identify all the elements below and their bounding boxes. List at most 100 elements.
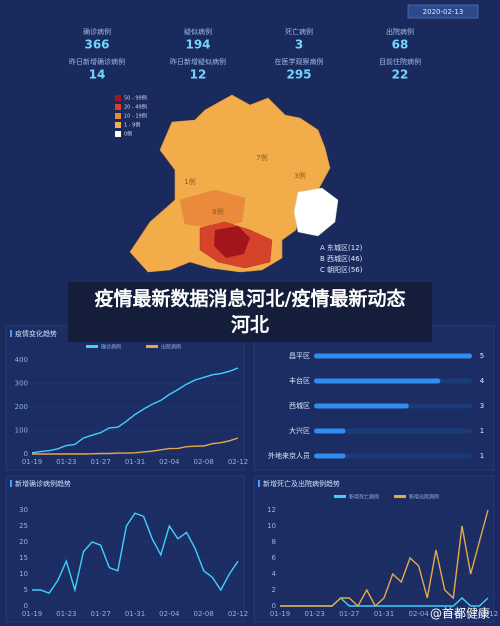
- x-tick-label: 01-19: [270, 610, 290, 618]
- legend-label: 10 - 19例: [124, 113, 147, 120]
- x-tick-label: 02-04: [408, 610, 429, 618]
- legend-swatch: [115, 104, 121, 110]
- map-label: 1例: [184, 177, 195, 186]
- x-tick-label: 02-04: [159, 458, 180, 466]
- bar-label: 丰台区: [289, 376, 310, 385]
- stat-value: 295: [286, 68, 311, 82]
- line: [280, 509, 489, 608]
- map-label: 8例: [212, 207, 223, 216]
- panel: [253, 325, 495, 471]
- stat-label: 在医学观察病例: [275, 57, 324, 66]
- bar-label: 大兴区: [289, 426, 310, 435]
- stat-label: 出院病例: [386, 27, 414, 36]
- legend-label: 确诊病例: [101, 344, 121, 351]
- x-tick-label: 01-19: [22, 458, 42, 466]
- stat-value: 68: [392, 38, 409, 52]
- y-tick-label: 5: [24, 586, 28, 594]
- banner-text: 疫情最新数据消息河北/疫情最新动态河北: [94, 288, 406, 336]
- legend-swatch: [115, 113, 121, 119]
- legend-swatch: [86, 345, 98, 348]
- bar: [314, 453, 346, 459]
- x-tick-label: 02-04: [159, 610, 180, 618]
- bar-track: [314, 428, 472, 434]
- y-tick-label: 30: [19, 506, 28, 514]
- legend-label: 50 - 99例: [124, 95, 147, 102]
- legend-label: 新增死亡病例: [349, 494, 379, 501]
- x-tick-label: 01-31: [374, 610, 394, 618]
- map-label: 3例: [294, 171, 305, 180]
- bar-label: 西城区: [289, 402, 310, 410]
- map-region: [293, 187, 339, 237]
- map-legend: 50 - 99例 20 - 49例 10 - 19例 1 - 9例 0例: [115, 95, 147, 138]
- y-tick-label: 4: [272, 570, 277, 578]
- stat-label: 疑似病例: [184, 27, 212, 36]
- chart-title: 疫情变化趋势: [15, 329, 57, 338]
- x-tick-label: 01-19: [22, 610, 42, 618]
- map-region: [214, 226, 250, 258]
- stat-value: 12: [190, 68, 207, 82]
- stat-value: 22: [392, 68, 409, 82]
- date: 2020-02-13: [423, 8, 464, 16]
- line: [32, 437, 239, 455]
- x-tick-label: 02-12: [228, 458, 248, 466]
- stat-label: 确诊病例: [83, 27, 111, 36]
- y-tick-label: 0: [272, 602, 276, 610]
- value-label: 4: [480, 377, 485, 385]
- stat-value: 3: [295, 38, 303, 52]
- y-tick-label: 20: [19, 538, 28, 546]
- y-tick-label: 6: [272, 554, 277, 562]
- legend-label: 0例: [124, 131, 132, 138]
- chart-title: 新增确诊病例趋势: [15, 479, 71, 488]
- y-tick-label: 200: [15, 403, 28, 411]
- map-region: [129, 94, 331, 273]
- bar: [314, 378, 441, 384]
- y-tick-label: 12: [267, 506, 276, 514]
- bar: [314, 428, 346, 434]
- y-tick-label: 300: [15, 380, 28, 388]
- x-tick-label: 02-08: [193, 610, 213, 618]
- y-tick-label: 10: [19, 570, 28, 578]
- value-label: 1: [480, 452, 484, 460]
- banner: 疫情最新数据消息河北/疫情最新动态河北: [68, 282, 432, 342]
- stat-label: 昨日新增疑似病例: [170, 57, 226, 66]
- map-region: [179, 189, 246, 229]
- stat-value: 194: [185, 38, 210, 52]
- legend-swatch: [146, 345, 158, 348]
- x-tick-label: 02-12: [478, 610, 498, 618]
- stat-value: 14: [89, 68, 106, 82]
- x-tick-label: 01-23: [304, 610, 324, 618]
- title-marker: [10, 330, 12, 337]
- y-tick-label: 0: [24, 450, 28, 458]
- district: C 朝阳区(56): [320, 265, 363, 274]
- map-label: 7例: [256, 153, 267, 162]
- watermark: @首都健康: [430, 606, 490, 621]
- map: 7例 1例 3例 8例: [129, 94, 339, 273]
- value-label: 3: [480, 402, 484, 410]
- y-tick-label: 400: [15, 356, 28, 364]
- legend-swatch: [115, 131, 121, 137]
- legend-swatch: [334, 495, 346, 498]
- y-tick-label: 0: [24, 602, 28, 610]
- x-tick-label: 01-27: [339, 610, 359, 618]
- bar: [314, 403, 409, 409]
- district-list: A 东城区(12) B 西城区(46) C 朝阳区(56): [320, 243, 363, 274]
- line: [32, 512, 239, 595]
- stat-label: 死亡病例: [285, 27, 313, 36]
- panel: [5, 475, 245, 623]
- bar-label: 外地来京人员: [268, 451, 310, 460]
- y-tick-label: 15: [19, 554, 28, 562]
- x-tick-label: 01-27: [90, 458, 110, 466]
- panel: [5, 325, 245, 471]
- x-tick-label: 01-23: [56, 458, 76, 466]
- x-tick-label: 01-31: [125, 458, 145, 466]
- stat-label: 昨日新增确诊病例: [69, 57, 125, 66]
- y-tick-label: 10: [267, 522, 276, 530]
- bar-label: 昌平区: [289, 352, 310, 360]
- district: A 东城区(12): [320, 243, 363, 252]
- x-tick-label: 01-23: [56, 610, 76, 618]
- y-tick-label: 2: [272, 586, 276, 594]
- value-label: 5: [480, 352, 484, 360]
- legend-swatch: [394, 495, 406, 498]
- legend-label: 1 - 9例: [124, 122, 140, 129]
